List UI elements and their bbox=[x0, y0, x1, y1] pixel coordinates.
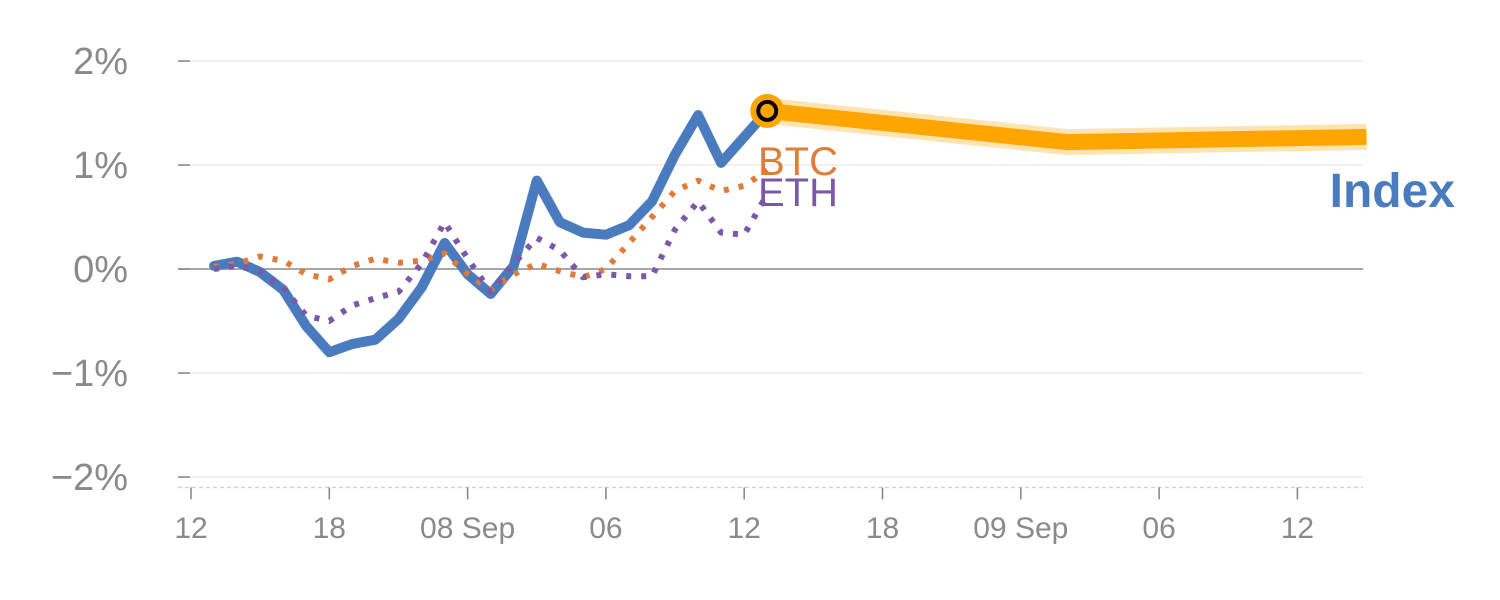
x-tick-label: 18 bbox=[866, 512, 899, 545]
x-tick-label: 09 Sep bbox=[973, 512, 1068, 545]
x-tick-label: 06 bbox=[1142, 512, 1175, 545]
series-layer bbox=[209, 105, 773, 358]
x-tick-label: 12 bbox=[174, 512, 207, 545]
current-marker-ring bbox=[756, 99, 779, 122]
series-label-index: Index bbox=[1330, 165, 1456, 218]
y-tick-label: 1% bbox=[73, 145, 128, 187]
x-axis: 12 18 08 Sep 06 12 18 09 Sep 06 12 bbox=[174, 486, 1363, 545]
series-label-eth: ETH bbox=[758, 171, 838, 215]
grid-layer bbox=[178, 60, 1363, 478]
x-tick-label: 12 bbox=[728, 512, 761, 545]
forecast-layer bbox=[750, 93, 1367, 156]
x-tick-label: 06 bbox=[589, 512, 622, 545]
x-tick-label: 08 Sep bbox=[420, 512, 515, 545]
y-tick-label: −1% bbox=[51, 353, 128, 395]
series-label-btc: BTC bbox=[758, 140, 838, 184]
y-tick-label: 0% bbox=[73, 249, 128, 291]
series-line-index bbox=[209, 105, 773, 358]
y-tick-label: −2% bbox=[51, 457, 128, 499]
series-line-btc bbox=[213, 167, 769, 293]
y-axis: 2% 1% 0% −1% −2% bbox=[51, 41, 190, 499]
series-line-eth bbox=[213, 192, 770, 324]
current-marker-outer bbox=[750, 93, 785, 128]
x-tick-label: 18 bbox=[313, 512, 346, 545]
y-tick-label: 2% bbox=[73, 41, 128, 83]
forecast-line bbox=[766, 102, 1367, 151]
x-tick-label: 12 bbox=[1281, 512, 1314, 545]
